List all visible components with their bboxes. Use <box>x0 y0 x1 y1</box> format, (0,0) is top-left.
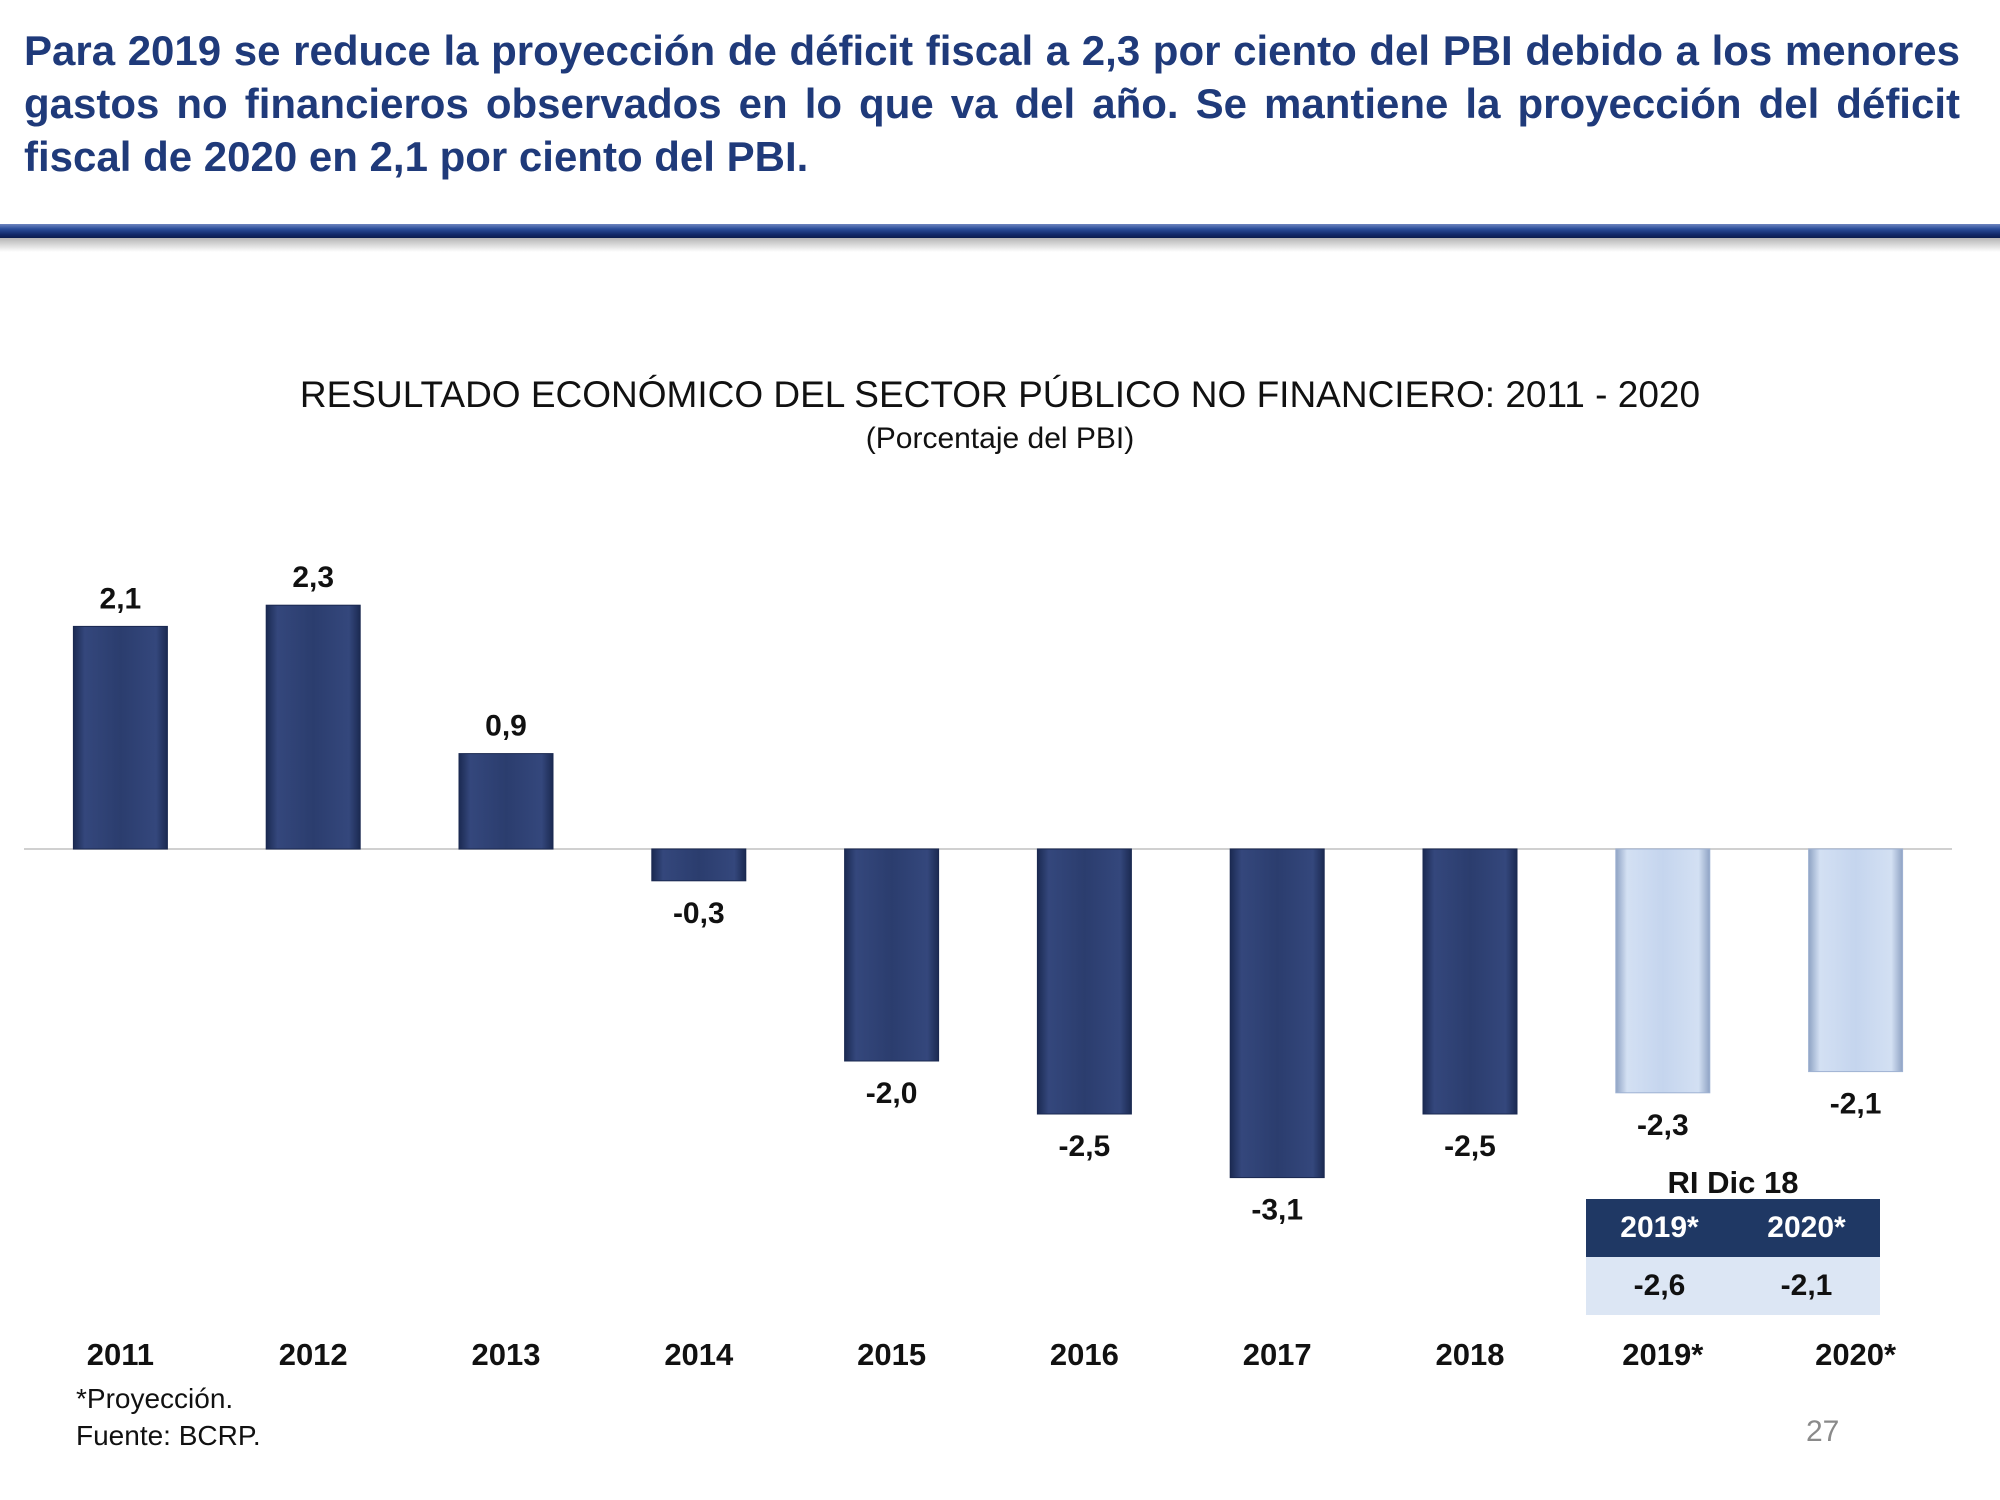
bar-2014 <box>651 848 747 882</box>
inset-table-title: RI Dic 18 <box>1667 1165 1799 1200</box>
x-tick-label-2020: 2020* <box>1815 1337 1897 1372</box>
data-label-2015: -2,0 <box>866 1077 918 1110</box>
bar-2015 <box>844 848 940 1062</box>
x-tick-label-2011: 2011 <box>87 1337 154 1372</box>
x-tick-label-2017: 2017 <box>1243 1337 1312 1372</box>
data-label-2012: 2,3 <box>292 561 334 594</box>
header-divider <box>0 224 2000 238</box>
page-number: 27 <box>1806 1415 1840 1448</box>
chart-title: RESULTADO ECONÓMICO DEL SECTOR PÚBLICO N… <box>299 374 1701 415</box>
inset-table: 2019* 2020* -2,6 -2,1 <box>1586 1199 1880 1315</box>
x-tick-label-2018: 2018 <box>1436 1337 1505 1372</box>
chart-subtitle: (Porcentaje del PBI) <box>865 422 1135 455</box>
x-tick-label-2012: 2012 <box>279 1337 348 1372</box>
bar-2020 <box>1808 848 1904 1073</box>
bar-2012 <box>265 604 361 850</box>
bar-2019 <box>1615 848 1711 1094</box>
data-label-2017: -3,1 <box>1251 1194 1303 1227</box>
data-label-2016: -2,5 <box>1059 1130 1111 1163</box>
x-tick-label-2013: 2013 <box>472 1337 541 1372</box>
data-label-2013: 0,9 <box>485 710 527 743</box>
projection-note: *Proyección. <box>76 1383 234 1414</box>
x-tick-label-2016: 2016 <box>1050 1337 1119 1372</box>
data-label-2019: -2,3 <box>1637 1109 1689 1142</box>
data-label-2020: -2,1 <box>1830 1088 1882 1121</box>
inset-table-header-2019: 2019* <box>1586 1199 1733 1257</box>
data-label-2011: 2,1 <box>100 582 142 615</box>
data-label-2018: -2,5 <box>1444 1130 1496 1163</box>
source-note: Fuente: BCRP. <box>76 1420 261 1451</box>
x-tick-label-2015: 2015 <box>857 1337 926 1372</box>
header-divider-shadow <box>0 238 2000 252</box>
x-tick-label-2014: 2014 <box>664 1337 734 1372</box>
bar-2011 <box>72 625 168 850</box>
x-tick-label-2019: 2019* <box>1622 1337 1704 1372</box>
headline-text: Para 2019 se reduce la proyección de déf… <box>24 27 1960 180</box>
inset-table-header-2020: 2020* <box>1733 1199 1880 1257</box>
bar-2017 <box>1229 848 1325 1179</box>
bar-2013 <box>458 753 554 850</box>
inset-table-value-2020: -2,1 <box>1733 1257 1880 1315</box>
bar-2016 <box>1036 848 1132 1115</box>
bar-2018 <box>1422 848 1518 1115</box>
inset-table-value-2019: -2,6 <box>1586 1257 1733 1315</box>
data-label-2014: -0,3 <box>673 897 725 930</box>
